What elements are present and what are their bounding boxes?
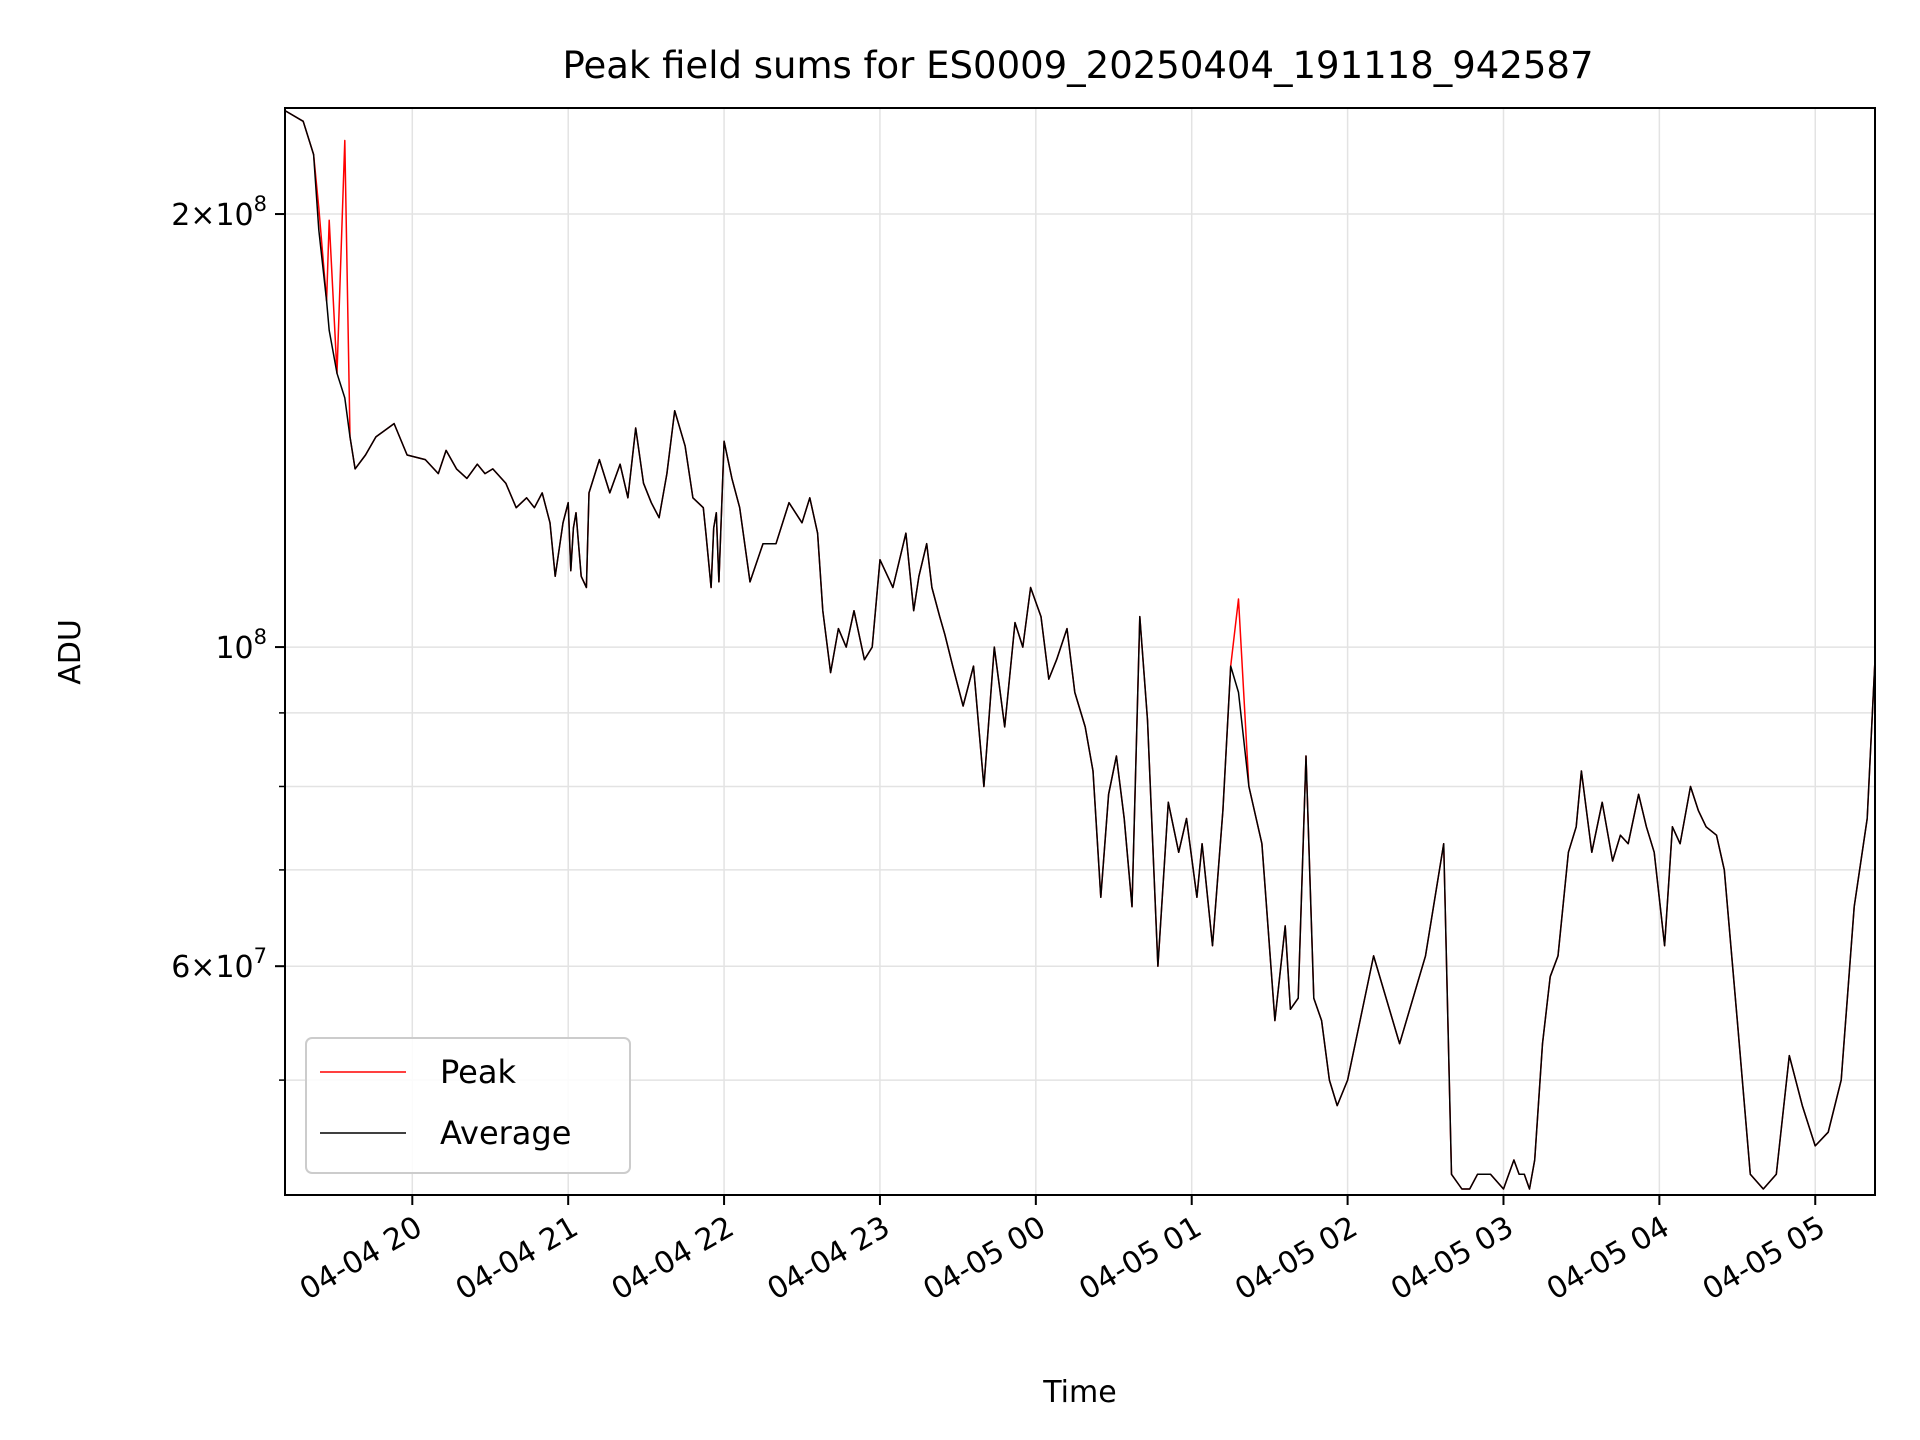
- legend: Peak Average: [305, 1037, 631, 1174]
- legend-label-average: Average: [440, 1114, 571, 1152]
- plot-lines: [284, 109, 1876, 1190]
- y-tick-label: 108: [215, 625, 267, 666]
- x-axis-label: Time: [1042, 1375, 1116, 1410]
- y-axis-ticks: 2×108 108 6×107: [171, 192, 285, 1081]
- y-tick-label: 6×107: [171, 944, 267, 985]
- plot-frame: [284, 107, 1876, 1196]
- chart-title: Peak field sums for ES0009_20250404_1911…: [563, 44, 1594, 87]
- gridlines: [285, 108, 1875, 1195]
- y-axis-label: ADU: [53, 619, 88, 685]
- y-tick-label: 2×108: [171, 192, 267, 233]
- legend-label-peak: Peak: [440, 1053, 516, 1091]
- series-line-average: [284, 109, 1876, 1190]
